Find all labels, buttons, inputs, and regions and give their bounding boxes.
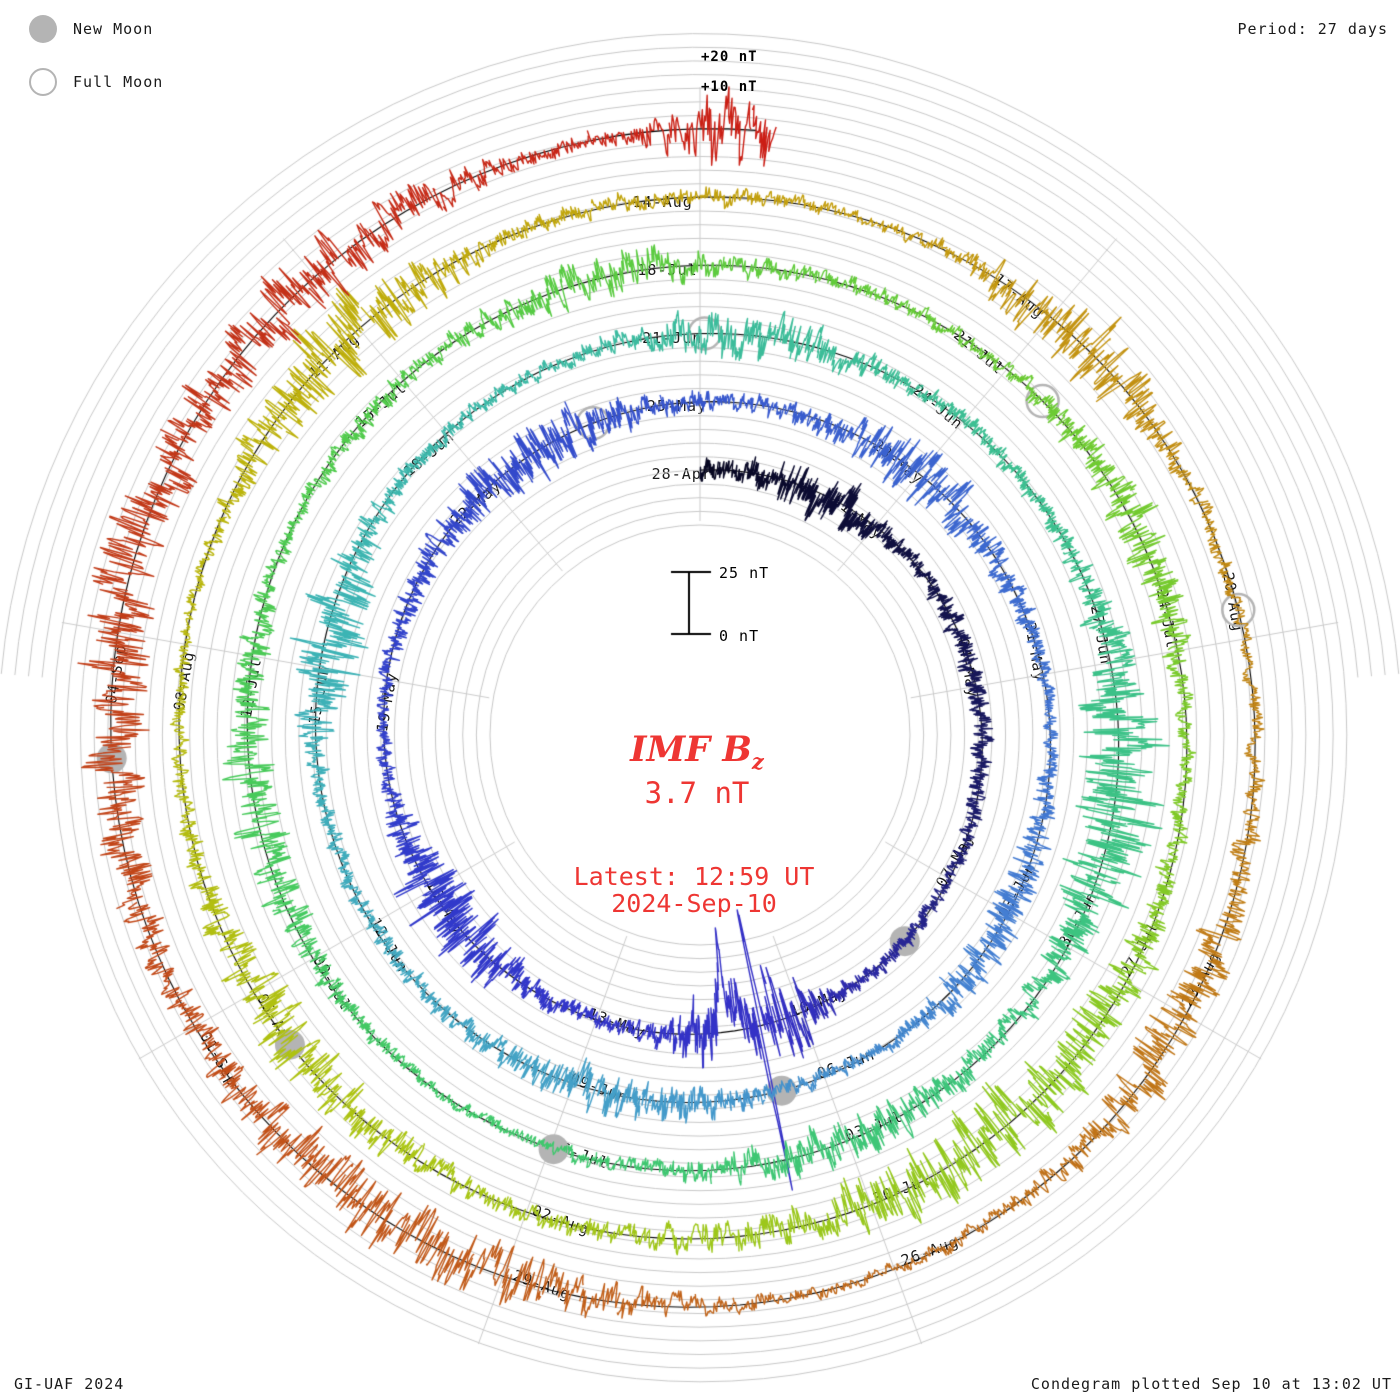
latest-date: 2024-Sep-10 [611, 889, 777, 918]
credit-label: GI-UAF 2024 [14, 1375, 125, 1393]
legend-full-moon: Full Moon [29, 68, 163, 96]
plus20-grid-label: +20 nT [701, 49, 758, 65]
scale-25nt-label: 25 nT [719, 564, 770, 582]
legend-new-moon: New Moon [29, 15, 153, 43]
full-moon-icon [29, 68, 57, 96]
latest-time: Latest: 12:59 UT [573, 862, 815, 891]
new-moon-icon [29, 15, 57, 43]
imf-title-block: IMF Bz 3.7 nT [630, 729, 764, 810]
new-moon-label: New Moon [73, 20, 154, 38]
full-moon-label: Full Moon [73, 73, 164, 91]
imf-current-value: 3.7 nT [644, 776, 750, 810]
latest-timestamp-block: Latest: 12:59 UT 2024-Sep-10 [574, 863, 815, 917]
period-label: Period: 27 days [1237, 20, 1388, 38]
imf-bz-title: IMF Bz [630, 729, 764, 774]
plotted-label: Condegram plotted Sep 10 at 13:02 UT [1030, 1375, 1392, 1393]
plus10-grid-label: +10 nT [701, 79, 758, 95]
scale-0nt-label: 0 nT [719, 627, 760, 645]
